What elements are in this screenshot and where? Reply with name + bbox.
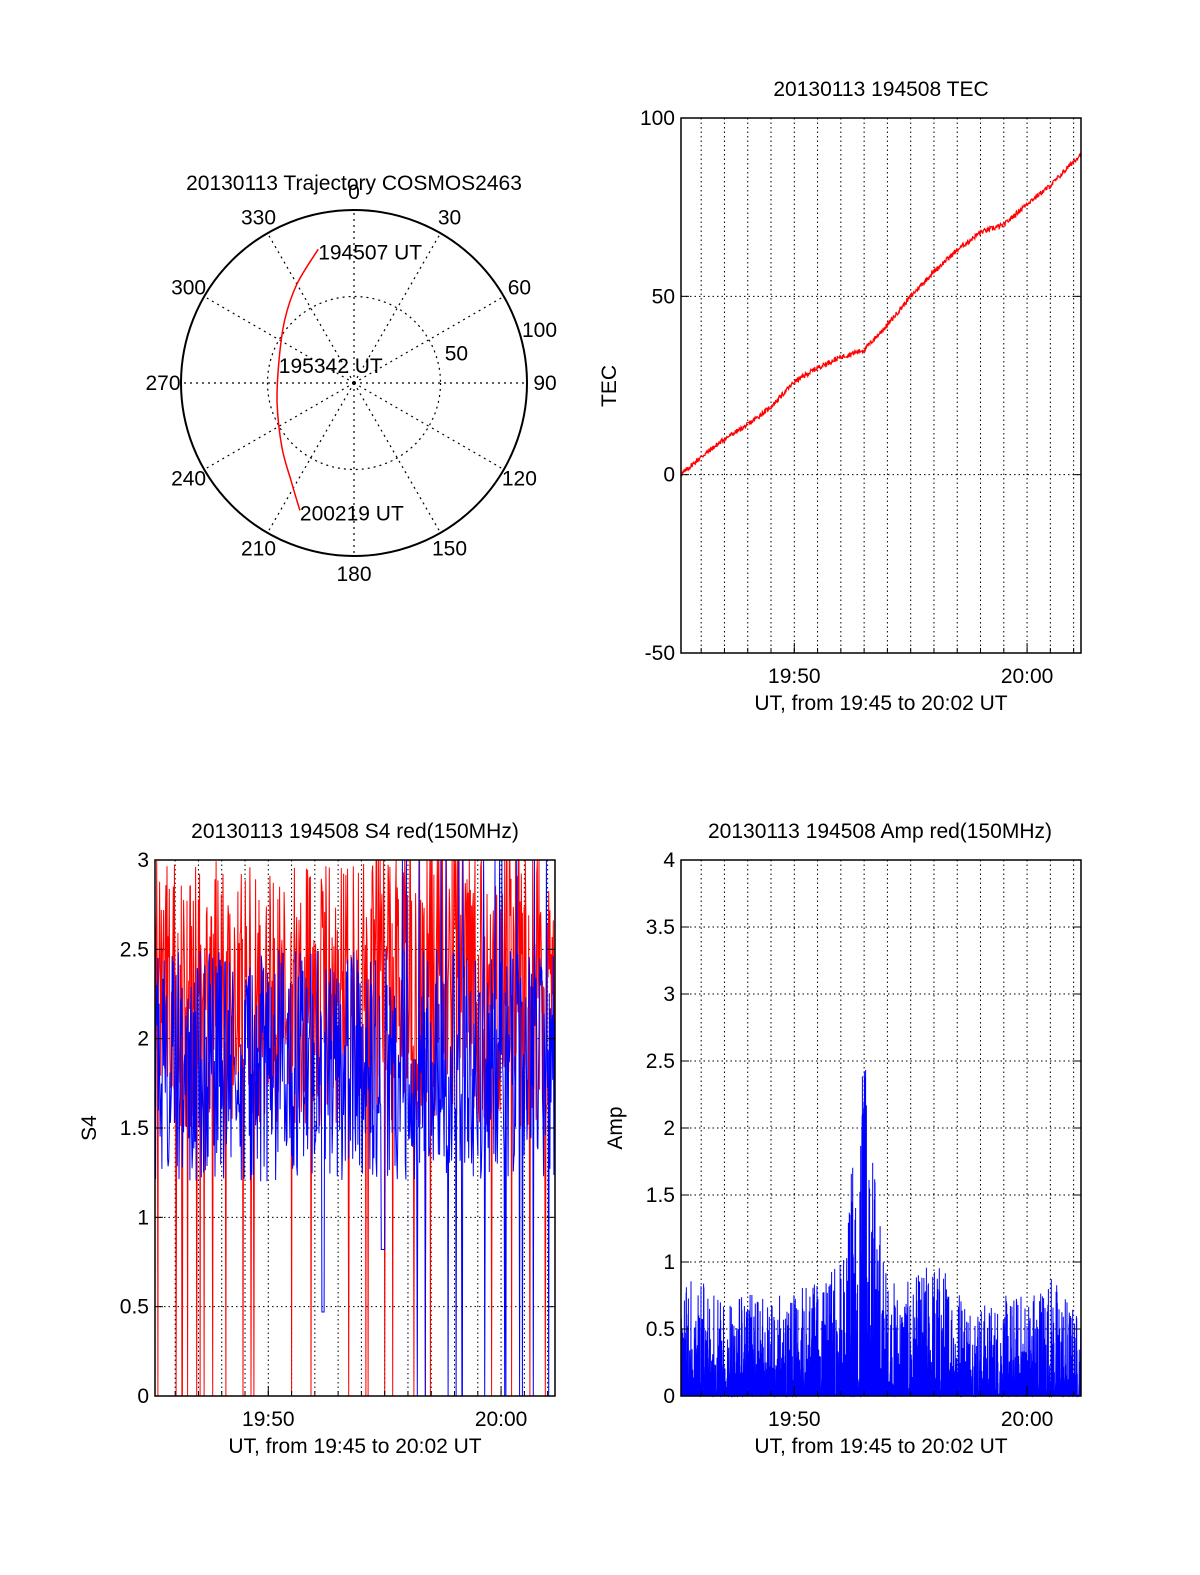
s4-ytick-label: 1: [137, 1206, 149, 1229]
polar-radial-tick-label: 100: [522, 319, 557, 342]
amp-panel: 20130113 194508 Amp red(150MHz) 0 0.5 1 1.5…: [604, 820, 1082, 1458]
amp-ytick-label: 3: [663, 983, 675, 1006]
tec-xlabel: UT, from 19:45 to 20:02 UT: [754, 692, 1007, 715]
s4-panel: 20130113 194508 S4 red(150MHz) 0 0.5 1 1.5 2…: [78, 820, 556, 1458]
amp-ytick-label: 3.5: [646, 916, 675, 939]
polar-spoke: [203, 382, 355, 471]
polar-annotations: 194507 UT 195342 UT 200219 UT: [279, 241, 422, 525]
polar-time-annotation: 195342 UT: [279, 355, 383, 378]
polar-angle-tick-label: 180: [336, 563, 371, 586]
amp-xlabel: UT, from 19:45 to 20:02 UT: [754, 1435, 1007, 1458]
polar-radial-ticks: 50 100: [445, 319, 557, 366]
s4-ytick-label: 1.5: [120, 1117, 149, 1140]
polar-angle-tick-label: 120: [502, 468, 537, 491]
s4-ytick-label: 0.5: [120, 1296, 149, 1319]
polar-spoke: [266, 232, 355, 384]
tec-ytick-label: 50: [652, 285, 675, 308]
polar-outer-circle: [180, 209, 528, 557]
tec-ylabel: TEC: [598, 365, 621, 407]
amp-ticks: 0 0.5 1 1.5 2 2.5 3 3.5 4 19:50 20:00: [646, 849, 1081, 1431]
amp-ytick-label: 4: [663, 849, 675, 872]
s4-ytick-label: 0: [137, 1385, 149, 1408]
tec-plot-frame: [680, 117, 1082, 654]
tec-title: 20130113 194508 TEC: [773, 78, 988, 101]
polar-trajectory: [276, 248, 319, 511]
polar-spoke: [353, 382, 505, 471]
amp-ytick-label: 0: [663, 1385, 675, 1408]
polar-spoke: [353, 295, 505, 384]
amp-series: [680, 1069, 1082, 1398]
polar-radial-tick-label: 50: [445, 343, 468, 366]
s4-ticks: 0 0.5 1 1.5 2 2.5 3 19:50 20:00: [120, 849, 555, 1431]
s4-xlabel: UT, from 19:45 to 20:02 UT: [228, 1435, 481, 1458]
polar-time-annotation: 200219 UT: [300, 502, 404, 525]
amp-ytick-label: 1: [663, 1251, 675, 1274]
s4-ytick-label: 2.5: [120, 938, 149, 961]
s4-blue-line: [154, 859, 556, 1397]
amp-blue-line: [680, 1069, 1082, 1398]
s4-xtick-label: 19:50: [242, 1408, 295, 1431]
s4-series: [154, 858, 556, 1397]
tec-grid: [681, 118, 1081, 653]
s4-title: 20130113 194508 S4 red(150MHz): [191, 820, 519, 843]
polar-spoke: [353, 232, 442, 384]
polar-title: 20130113 Trajectory COSMOS2463: [186, 172, 522, 195]
polar-angle-ticks: 0 30 60 90 120 150 180 210 240 270 300 330: [145, 181, 556, 586]
polar-panel: 20130113 Trajectory COSMOS2463 0 30 60 90 12…: [145, 172, 557, 586]
polar-trajectory-line: [276, 248, 319, 511]
tec-xtick-label: 20:00: [1001, 665, 1054, 688]
polar-angle-tick-label: 30: [438, 207, 461, 230]
polar-angle-tick-label: 270: [145, 372, 180, 395]
polar-angle-tick-label: 90: [533, 372, 556, 395]
amp-xtick-label: 19:50: [768, 1408, 821, 1431]
polar-angle-tick-label: 150: [432, 537, 467, 560]
amp-ytick-label: 1.5: [646, 1184, 675, 1207]
polar-time-annotation: 194507 UT: [318, 241, 422, 264]
tec-ticks: -50 0 50 100 19:50 20:00: [640, 107, 1081, 688]
s4-xtick-label: 20:00: [475, 1408, 528, 1431]
tec-ytick-label: 100: [640, 107, 675, 130]
polar-angle-tick-label: 60: [508, 277, 531, 300]
tec-ytick-label: -50: [645, 642, 675, 665]
amp-ytick-label: 2: [663, 1117, 675, 1140]
polar-angle-tick-label: 300: [171, 277, 206, 300]
amp-ylabel: Amp: [604, 1106, 627, 1149]
s4-ytick-label: 2: [137, 1028, 149, 1051]
s4-ytick-label: 3: [137, 849, 149, 872]
polar-angle-tick-label: 240: [171, 468, 206, 491]
polar-ring: [266, 295, 442, 471]
amp-ytick-label: 0.5: [646, 1318, 675, 1341]
s4-ylabel: S4: [78, 1115, 101, 1141]
polar-spoke: [203, 295, 355, 384]
polar-angle-tick-label: 0: [348, 181, 360, 204]
tec-xtick-label: 19:50: [768, 665, 821, 688]
polar-spoke: [266, 382, 355, 534]
amp-title: 20130113 194508 Amp red(150MHz): [708, 820, 1052, 843]
polar-spoke: [353, 382, 442, 534]
amp-ytick-label: 2.5: [646, 1050, 675, 1073]
tec-line: [680, 151, 1082, 477]
polar-grid: [180, 209, 528, 557]
tec-series: [680, 151, 1082, 477]
polar-angle-tick-label: 330: [241, 207, 276, 230]
tec-ytick-label: 0: [663, 464, 675, 487]
polar-angle-tick-label: 210: [241, 537, 276, 560]
amp-xtick-label: 20:00: [1001, 1408, 1054, 1431]
